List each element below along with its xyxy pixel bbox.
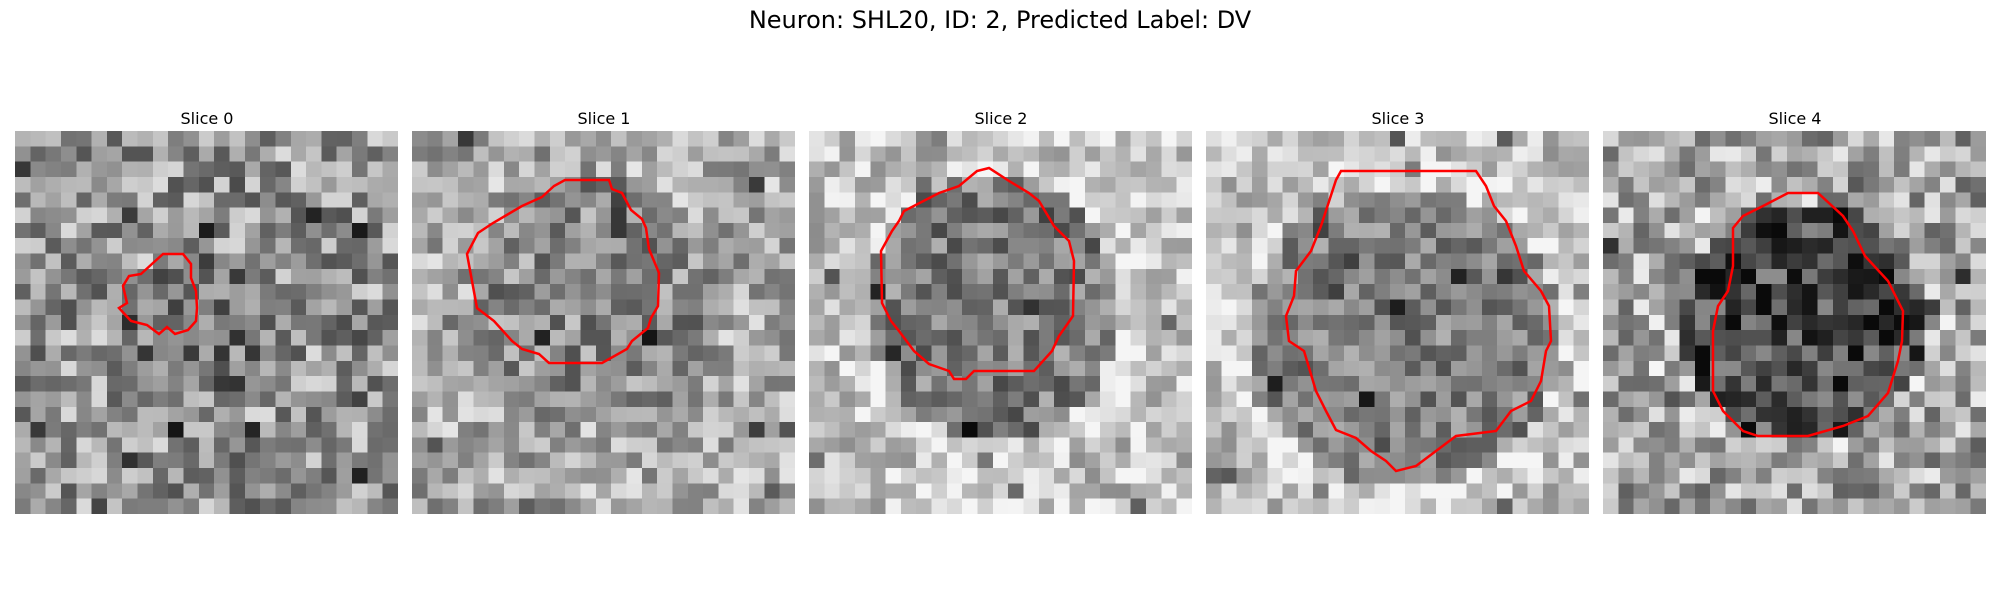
- slice-pixels-0: [15, 131, 398, 514]
- neuron-contour-3: [1284, 169, 1553, 473]
- slice-title-1: Slice 1: [577, 109, 631, 128]
- slice-panel-4: Slice 4: [1603, 107, 1987, 514]
- slice-image-3: [1206, 131, 1589, 514]
- slice-overlay-1: [465, 178, 661, 365]
- slice-overlay-0: [117, 252, 199, 336]
- neuron-contour-1: [465, 178, 661, 365]
- slice-image-1: [412, 131, 795, 514]
- neuron-contour-4: [1711, 191, 1905, 438]
- slice-pixels-4: [1603, 131, 1986, 514]
- slice-pixels-2: [809, 131, 1192, 514]
- neuron-contour-2: [879, 166, 1076, 381]
- slice-pixels-1: [412, 131, 795, 514]
- slice-panel-0: Slice 0: [15, 107, 399, 514]
- slice-image-0: [15, 131, 398, 514]
- slice-panel-2: Slice 2: [809, 107, 1193, 514]
- slice-overlay-3: [1284, 169, 1553, 473]
- slice-pixels-3: [1206, 131, 1589, 514]
- slice-overlay-2: [879, 166, 1076, 381]
- slice-image-4: [1603, 131, 1986, 514]
- slice-title-2: Slice 2: [974, 109, 1028, 128]
- slice-title-4: Slice 4: [1768, 109, 1822, 128]
- figure-title: Neuron: SHL20, ID: 2, Predicted Label: D…: [748, 6, 1252, 34]
- slice-overlay-4: [1711, 191, 1905, 438]
- slice-title-3: Slice 3: [1371, 109, 1425, 128]
- slice-title-0: Slice 0: [180, 109, 234, 128]
- slice-panel-1: Slice 1: [412, 107, 796, 514]
- neuron-contour-0: [117, 252, 199, 336]
- slice-panel-3: Slice 3: [1206, 107, 1590, 514]
- slice-image-2: [809, 131, 1192, 514]
